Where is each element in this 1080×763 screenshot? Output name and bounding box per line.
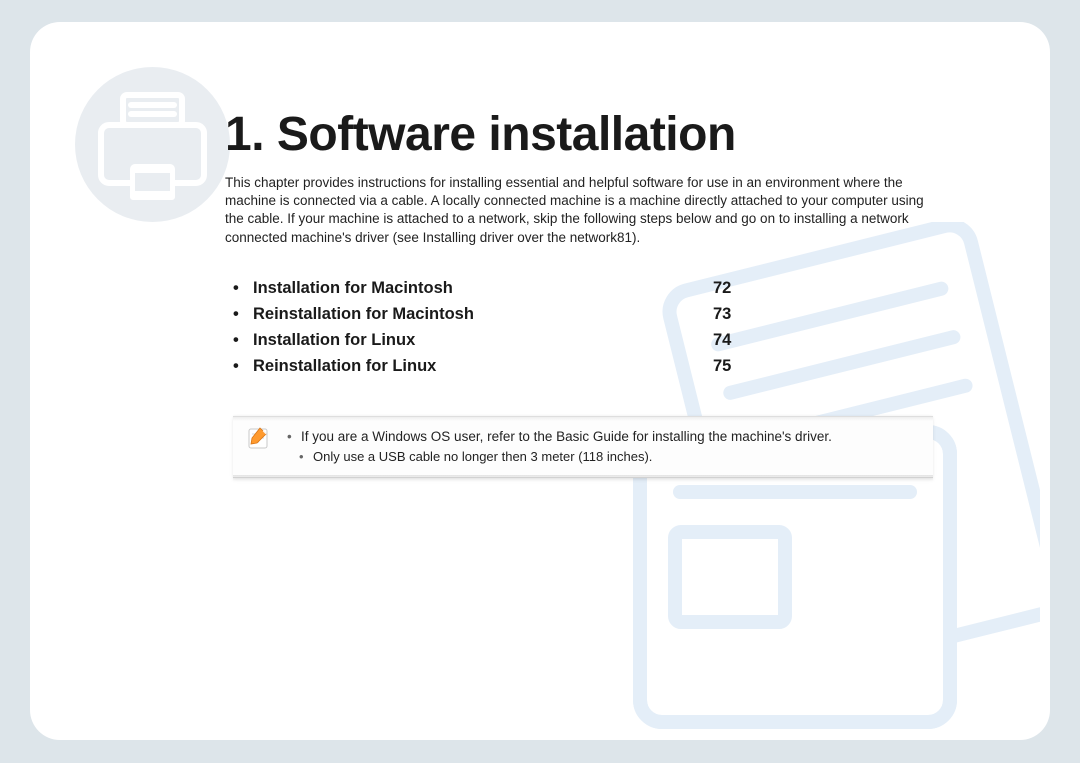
note-list: If you are a Windows OS user, refer to t… xyxy=(287,427,919,467)
toc-item[interactable]: • Installation for Linux 74 xyxy=(233,331,965,350)
toc-label: Reinstallation for Linux xyxy=(253,357,713,376)
chapter-title: 1. Software installation xyxy=(225,107,965,162)
toc-label: Installation for Macintosh xyxy=(253,279,713,298)
toc-page-number: 75 xyxy=(713,357,753,376)
toc-page-number: 74 xyxy=(713,331,753,350)
toc-bullet: • xyxy=(233,357,253,376)
note-callout: If you are a Windows OS user, refer to t… xyxy=(233,416,933,478)
toc-label: Installation for Linux xyxy=(253,331,713,350)
content-area: 1. Software installation This chapter pr… xyxy=(225,107,965,478)
printer-icon xyxy=(75,67,230,227)
toc-bullet: • xyxy=(233,331,253,350)
toc-item[interactable]: • Installation for Macintosh 72 xyxy=(233,279,965,298)
toc-item[interactable]: • Reinstallation for Linux 75 xyxy=(233,357,965,376)
toc-bullet: • xyxy=(233,305,253,324)
toc-page-number: 72 xyxy=(713,279,753,298)
note-item: If you are a Windows OS user, refer to t… xyxy=(287,427,919,447)
note-icon xyxy=(247,426,271,455)
note-item: Only use a USB cable no longer then 3 me… xyxy=(299,447,919,467)
toc-label: Reinstallation for Macintosh xyxy=(253,305,713,324)
toc-item[interactable]: • Reinstallation for Macintosh 73 xyxy=(233,305,965,324)
toc-bullet: • xyxy=(233,279,253,298)
document-page: 1. Software installation This chapter pr… xyxy=(30,22,1050,740)
intro-paragraph: This chapter provides instructions for i… xyxy=(225,174,935,247)
toc-page-number: 73 xyxy=(713,305,753,324)
table-of-contents: • Installation for Macintosh 72 • Reinst… xyxy=(233,279,965,376)
